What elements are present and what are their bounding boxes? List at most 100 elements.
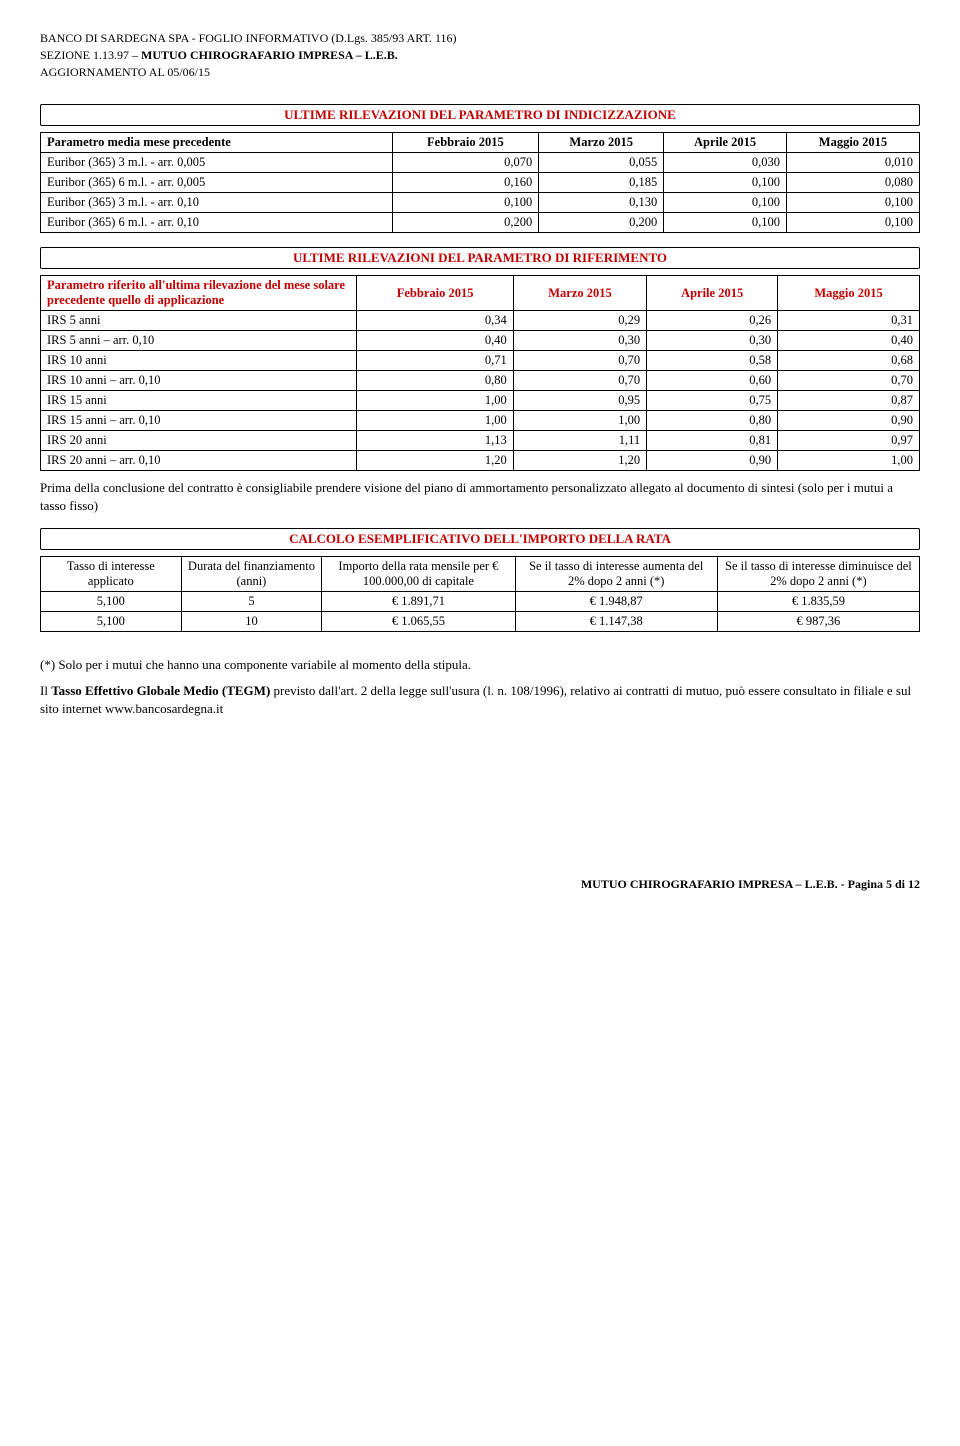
paragraph-ammortamento: Prima della conclusione del contratto è … — [40, 479, 920, 514]
col-head: Durata del finanziamento (anni) — [181, 557, 322, 592]
cell-value: 1,00 — [513, 411, 646, 431]
cell-value: 1,20 — [513, 451, 646, 471]
col-head: Maggio 2015 — [778, 276, 920, 311]
table-header-row: Parametro riferito all'ultima rilevazion… — [41, 276, 920, 311]
cell-value: 5,100 — [41, 592, 182, 612]
table-row: IRS 10 anni0,710,700,580,68 — [41, 351, 920, 371]
row-label: Euribor (365) 3 m.l. - arr. 0,10 — [41, 193, 393, 213]
row-label: IRS 15 anni — [41, 391, 357, 411]
table-row: Euribor (365) 6 m.l. - arr. 0,0050,1600,… — [41, 173, 920, 193]
cell-value: 0,70 — [778, 371, 920, 391]
cell-value: 0,070 — [392, 153, 539, 173]
table-row: IRS 15 anni1,000,950,750,87 — [41, 391, 920, 411]
cell-value: € 987,36 — [717, 612, 919, 632]
paragraph-footnote: (*) Solo per i mutui che hanno una compo… — [40, 656, 920, 674]
col-head-text: Se il tasso di interesse aumenta del 2% … — [529, 559, 703, 588]
cell-value: 0,100 — [786, 193, 919, 213]
row-header-label: Parametro media mese precedente — [41, 133, 393, 153]
cell-value: 0,90 — [778, 411, 920, 431]
col-head-text: Se il tasso di interesse diminuisce del … — [725, 559, 912, 588]
cell-value: 0,80 — [357, 371, 513, 391]
table-row: IRS 20 anni – arr. 0,101,201,200,901,00 — [41, 451, 920, 471]
cell-value: 0,185 — [539, 173, 664, 193]
header-line-1: BANCO DI SARDEGNA SPA - FOGLIO INFORMATI… — [40, 30, 920, 47]
row-label: IRS 15 anni – arr. 0,10 — [41, 411, 357, 431]
cell-value: 10 — [181, 612, 322, 632]
paragraph-tegm: Il Tasso Effettivo Globale Medio (TEGM) … — [40, 682, 920, 717]
cell-value: € 1.891,71 — [322, 592, 515, 612]
cell-value: 0,030 — [664, 153, 787, 173]
cell-value: € 1.948,87 — [515, 592, 717, 612]
row-header-label: Parametro riferito all'ultima rilevazion… — [41, 276, 357, 311]
tegm-bold: Tasso Effettivo Globale Medio (TEGM) — [51, 683, 270, 698]
cell-value: 0,70 — [513, 371, 646, 391]
cell-value: 0,95 — [513, 391, 646, 411]
page-footer: MUTUO CHIROGRAFARIO IMPRESA – L.E.B. - P… — [40, 877, 920, 892]
cell-value: 0,40 — [778, 331, 920, 351]
cell-value: 0,87 — [778, 391, 920, 411]
table-row: IRS 5 anni – arr. 0,100,400,300,300,40 — [41, 331, 920, 351]
cell-value: 0,68 — [778, 351, 920, 371]
cell-value: 0,100 — [664, 193, 787, 213]
cell-value: 1,13 — [357, 431, 513, 451]
cell-value: € 1.065,55 — [322, 612, 515, 632]
table-row: IRS 20 anni1,131,110,810,97 — [41, 431, 920, 451]
cell-value: 1,11 — [513, 431, 646, 451]
row-label: IRS 5 anni – arr. 0,10 — [41, 331, 357, 351]
table-header-row: Tasso di interesse applicato Durata del … — [41, 557, 920, 592]
cell-value: 0,100 — [786, 213, 919, 233]
row-label: IRS 5 anni — [41, 311, 357, 331]
section-title-indicizzazione: ULTIME RILEVAZIONI DEL PARAMETRO DI INDI… — [40, 104, 920, 126]
cell-value: 0,130 — [539, 193, 664, 213]
table-header-row: Parametro media mese precedente Febbraio… — [41, 133, 920, 153]
header-line-2-prefix: SEZIONE 1.13.97 – — [40, 48, 141, 62]
footer-text: MUTUO CHIROGRAFARIO IMPRESA – L.E.B. - P… — [581, 877, 920, 891]
col-head: Importo della rata mensile per € 100.000… — [322, 557, 515, 592]
cell-value: 5,100 — [41, 612, 182, 632]
cell-value: 0,60 — [647, 371, 778, 391]
cell-value: 0,75 — [647, 391, 778, 411]
cell-value: 0,40 — [357, 331, 513, 351]
cell-value: 0,58 — [647, 351, 778, 371]
table-row: IRS 15 anni – arr. 0,101,001,000,800,90 — [41, 411, 920, 431]
row-label: IRS 20 anni – arr. 0,10 — [41, 451, 357, 471]
cell-value: 1,20 — [357, 451, 513, 471]
row-label: IRS 10 anni — [41, 351, 357, 371]
cell-value: 0,34 — [357, 311, 513, 331]
col-head: Marzo 2015 — [539, 133, 664, 153]
cell-value: € 1.835,59 — [717, 592, 919, 612]
table-row: 5,1005€ 1.891,71€ 1.948,87€ 1.835,59 — [41, 592, 920, 612]
header-line-2: SEZIONE 1.13.97 – MUTUO CHIROGRAFARIO IM… — [40, 47, 920, 64]
row-label: IRS 20 anni — [41, 431, 357, 451]
header-line-3: AGGIORNAMENTO AL 05/06/15 — [40, 64, 920, 81]
row-label: Euribor (365) 3 m.l. - arr. 0,005 — [41, 153, 393, 173]
cell-value: 0,080 — [786, 173, 919, 193]
table-row: Euribor (365) 3 m.l. - arr. 0,100,1000,1… — [41, 193, 920, 213]
cell-value: 1,00 — [357, 391, 513, 411]
col-head: Aprile 2015 — [647, 276, 778, 311]
row-label: Euribor (365) 6 m.l. - arr. 0,005 — [41, 173, 393, 193]
cell-value: 0,26 — [647, 311, 778, 331]
cell-value: 0,200 — [539, 213, 664, 233]
table-row: IRS 10 anni – arr. 0,100,800,700,600,70 — [41, 371, 920, 391]
section-title-riferimento: ULTIME RILEVAZIONI DEL PARAMETRO DI RIFE… — [40, 247, 920, 269]
cell-value: 0,31 — [778, 311, 920, 331]
cell-value: 1,00 — [357, 411, 513, 431]
col-head: Aprile 2015 — [664, 133, 787, 153]
cell-value: 0,100 — [664, 213, 787, 233]
cell-value: 0,055 — [539, 153, 664, 173]
row-label: IRS 10 anni – arr. 0,10 — [41, 371, 357, 391]
header-line-2-bold: MUTUO CHIROGRAFARIO IMPRESA – L.E.B. — [141, 48, 398, 62]
cell-value: 0,81 — [647, 431, 778, 451]
table-row: 5,10010€ 1.065,55€ 1.147,38€ 987,36 — [41, 612, 920, 632]
cell-value: 0,80 — [647, 411, 778, 431]
col-head: Se il tasso di interesse aumenta del 2% … — [515, 557, 717, 592]
table-row: Euribor (365) 3 m.l. - arr. 0,0050,0700,… — [41, 153, 920, 173]
cell-value: 0,010 — [786, 153, 919, 173]
table-row: Euribor (365) 6 m.l. - arr. 0,100,2000,2… — [41, 213, 920, 233]
cell-value: 0,30 — [647, 331, 778, 351]
cell-value: 0,160 — [392, 173, 539, 193]
section-title-calcolo: CALCOLO ESEMPLIFICATIVO DELL'IMPORTO DEL… — [40, 528, 920, 550]
col-head: Marzo 2015 — [513, 276, 646, 311]
table-indicizzazione: Parametro media mese precedente Febbraio… — [40, 132, 920, 233]
